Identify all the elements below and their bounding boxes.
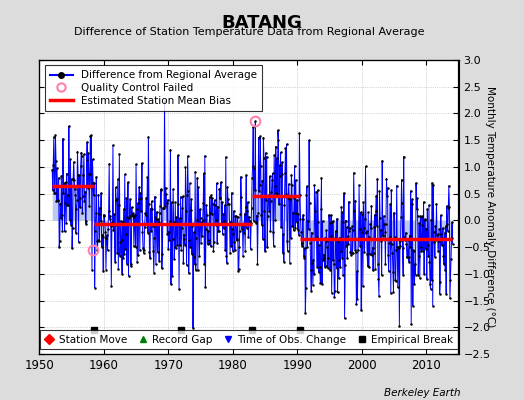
Text: Berkeley Earth: Berkeley Earth	[385, 388, 461, 398]
Title: Difference of Station Temperature Data from Regional Average: Difference of Station Temperature Data f…	[74, 27, 424, 37]
Text: BATANG: BATANG	[222, 14, 302, 32]
Y-axis label: Monthly Temperature Anomaly Difference (°C): Monthly Temperature Anomaly Difference (…	[485, 86, 495, 328]
Legend: Station Move, Record Gap, Time of Obs. Change, Empirical Break: Station Move, Record Gap, Time of Obs. C…	[40, 330, 458, 349]
